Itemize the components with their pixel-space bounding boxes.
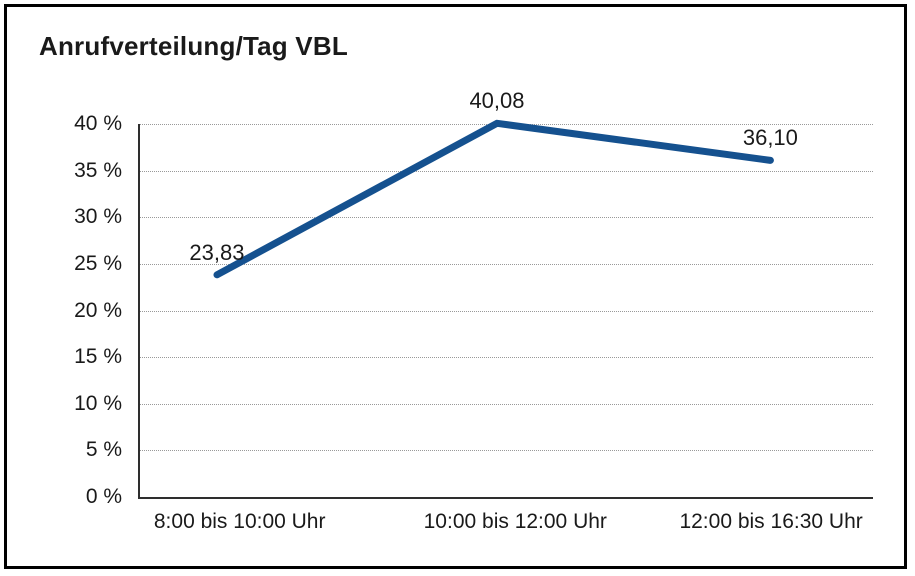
y-tick-label: 30 % [74, 205, 122, 229]
chart-title: Anrufverteilung/Tag VBL [39, 31, 348, 61]
gridline [140, 403, 873, 405]
y-tick-label: 5 % [85, 438, 122, 462]
line-series [213, 119, 774, 279]
series-line [213, 119, 774, 279]
y-tick-label: 0 % [85, 485, 122, 508]
gridline [140, 170, 873, 172]
gridline [140, 263, 873, 265]
plot-area [138, 119, 873, 499]
data-point-label: 40,08 [469, 88, 525, 114]
y-tick-label: 10 % [74, 391, 122, 415]
x-category-label: 8:00 bis 10:00 Uhr [153, 510, 326, 533]
gridline [140, 357, 873, 359]
y-tick-label: 15 % [74, 345, 122, 369]
gridline [140, 310, 873, 312]
x-category-label: 12:00 bis 16:30 Uhr [679, 510, 863, 533]
gridline [140, 217, 873, 219]
x-category-label: 10:00 bis 12:00 Uhr [423, 510, 607, 533]
y-tick-label: 35 % [74, 158, 122, 182]
y-tick-label: 25 % [74, 251, 122, 275]
y-tick-label: 40 % [74, 112, 122, 135]
y-tick-label: 20 % [74, 298, 122, 322]
gridline [140, 450, 873, 452]
